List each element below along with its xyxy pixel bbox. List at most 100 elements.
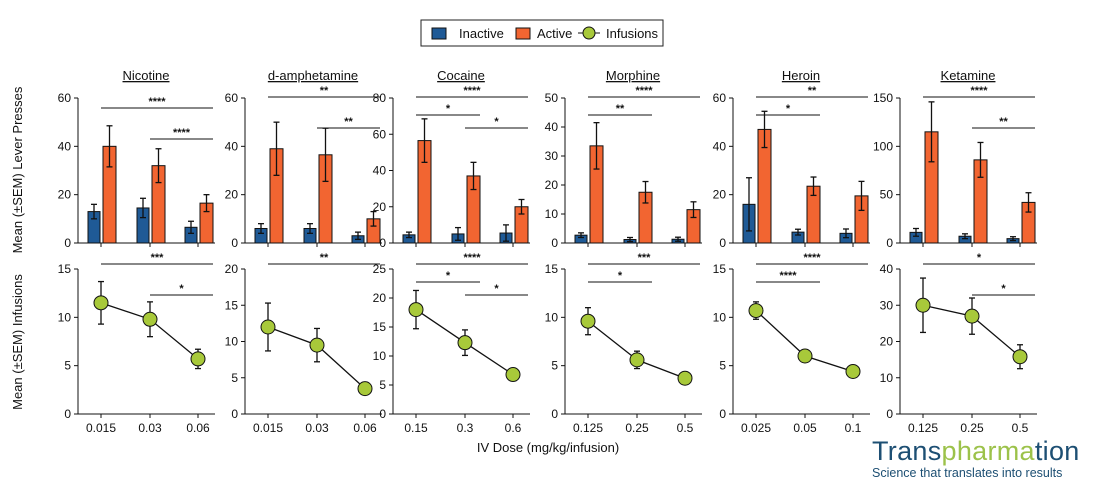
y-tick-label: 0 [64, 236, 71, 250]
significance-label: **** [803, 252, 821, 264]
significance-label: ** [320, 252, 329, 264]
y-tick-label: 0 [64, 407, 71, 421]
x-tick-label: 0.03 [138, 421, 162, 435]
y-tick-label: 10 [373, 349, 387, 363]
y-tick-label: 40 [225, 139, 239, 153]
y-tick-label: 40 [373, 164, 387, 178]
legend: Inactive Active Infusions [420, 19, 664, 47]
significance-label: ** [320, 85, 329, 97]
x-tick-label: 0.05 [793, 421, 817, 435]
y-tick-label: 15 [545, 262, 559, 276]
infusions-point [629, 352, 645, 368]
y-tick-label: 20 [373, 200, 387, 214]
x-axis-label: IV Dose (mg/kg/infusion) [477, 440, 619, 455]
y-tick-label: 15 [373, 320, 387, 334]
y-tick-label: 0 [379, 236, 386, 250]
y-tick-label: 10 [58, 310, 72, 324]
y-tick-label: 60 [225, 91, 239, 105]
y-tick-label: 40 [58, 139, 72, 153]
y-tick-label: 150 [873, 91, 893, 105]
y-tick-label: 0 [379, 407, 386, 421]
x-tick-label: 0.1 [845, 421, 862, 435]
x-tick-label: 0.125 [573, 421, 603, 435]
significance-label: * [446, 270, 451, 282]
x-tick-label: 0.6 [505, 421, 522, 435]
y-tick-label: 10 [713, 310, 727, 324]
x-tick-label: 0.125 [908, 421, 938, 435]
y-tick-label: 30 [880, 298, 894, 312]
y-tick-label: 40 [545, 120, 559, 134]
infusions-line [587, 320, 686, 379]
infusions-point [845, 363, 861, 379]
infusions-point [457, 335, 473, 351]
y-tick-label: 5 [379, 378, 386, 392]
y-tick-label: 15 [713, 262, 727, 276]
infusions-point [915, 297, 931, 313]
y-tick-label: 30 [545, 149, 559, 163]
y-tick-label: 15 [58, 262, 72, 276]
transpharmation-logo: Transpharmation Science that translates … [872, 436, 1080, 480]
x-tick-label: 0.06 [353, 421, 377, 435]
significance-label: *** [151, 252, 165, 264]
significance-label: **** [148, 96, 166, 108]
y-tick-label: 0 [231, 236, 238, 250]
y-tick-label: 20 [713, 188, 727, 202]
y-tick-label: 50 [880, 188, 894, 202]
significance-label: * [494, 283, 499, 295]
y-tick-label: 0 [886, 407, 893, 421]
y-axis-label-top: Mean (±SEM) Lever Presses [10, 86, 25, 253]
y-tick-label: 40 [880, 262, 894, 276]
panel-title: Heroin [782, 68, 820, 83]
y-tick-label: 20 [225, 262, 239, 276]
significance-label: * [977, 252, 982, 264]
panel-title: Cocaine [437, 68, 485, 83]
infusions-point [964, 308, 980, 324]
significance-label: **** [779, 270, 797, 282]
significance-label: * [179, 283, 184, 295]
panel-title: Ketamine [941, 68, 996, 83]
significance-label: * [446, 103, 451, 115]
y-tick-label: 10 [545, 207, 559, 221]
legend-swatch-active [515, 27, 531, 40]
y-tick-label: 10 [225, 335, 239, 349]
y-tick-label: 0 [886, 236, 893, 250]
y-tick-label: 0 [719, 407, 726, 421]
significance-label: **** [463, 252, 481, 264]
panel-d-amphetamine: d-amphetamine 0 20 40 60 ** ** 0 5 10 15 20 0.015 0.0… [225, 68, 382, 435]
infusions-point [677, 370, 693, 386]
y-tick-label: 80 [373, 91, 387, 105]
x-tick-label: 0.25 [625, 421, 649, 435]
legend-label-infusions: Infusions [606, 26, 659, 41]
infusions-point [309, 337, 325, 353]
y-tick-label: 0 [719, 236, 726, 250]
infusions-point [93, 295, 109, 311]
y-tick-label: 0 [231, 407, 238, 421]
x-tick-label: 0.03 [305, 421, 329, 435]
y-tick-label: 25 [373, 262, 387, 276]
y-axis-label-bottom: Mean (±SEM) Infusions [10, 274, 25, 410]
infusions-point [797, 348, 813, 364]
legend-label-active: Active [537, 26, 572, 41]
infusions-point [748, 303, 764, 319]
legend-label-inactive: Inactive [459, 26, 504, 41]
significance-label: ** [808, 85, 817, 97]
y-tick-label: 20 [545, 178, 559, 192]
legend-marker-infusions [582, 26, 596, 40]
y-tick-label: 60 [713, 91, 727, 105]
significance-label: ** [344, 116, 353, 128]
y-tick-label: 5 [64, 359, 71, 373]
y-tick-label: 5 [719, 359, 726, 373]
y-tick-label: 10 [545, 310, 559, 324]
x-tick-label: 0.25 [960, 421, 984, 435]
x-tick-label: 0.025 [741, 421, 771, 435]
infusions-point [357, 381, 373, 397]
y-tick-label: 100 [873, 139, 893, 153]
x-tick-label: 0.06 [186, 421, 210, 435]
y-tick-label: 15 [225, 298, 239, 312]
legend-swatch-inactive [431, 27, 447, 40]
x-tick-label: 0.015 [253, 421, 283, 435]
y-tick-label: 20 [373, 291, 387, 305]
